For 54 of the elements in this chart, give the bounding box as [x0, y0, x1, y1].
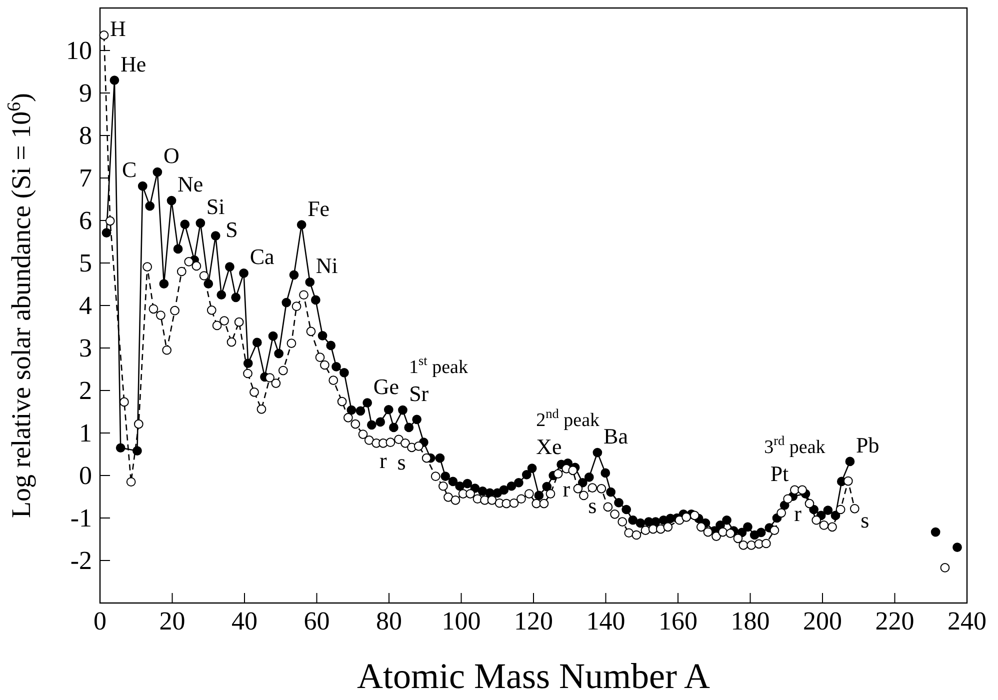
annotation: Pt [770, 460, 789, 486]
annotation: r [380, 448, 388, 474]
annotation: Ni [316, 253, 338, 278]
x-tick-label: 60 [304, 606, 330, 636]
x-tick-label: 120 [514, 606, 553, 636]
point [940, 563, 950, 572]
annotation: Pb [856, 432, 880, 458]
x-axis-title: Atomic Mass Number A [357, 656, 710, 696]
annotation: Ba [604, 424, 628, 449]
y-tick-label: 10 [66, 36, 92, 65]
annotation: Xe [536, 434, 562, 460]
x-tick-label: 40 [232, 606, 258, 636]
x-tick-label: 240 [948, 606, 986, 636]
y-tick-label: 5 [79, 248, 92, 278]
y-tick-label: 1 [79, 418, 92, 448]
point [952, 542, 962, 552]
y-tick-label: 9 [79, 78, 92, 108]
y-tick-label: 3 [79, 333, 92, 362]
annotation: 3$^{rd}$ peak [764, 432, 826, 458]
annotation: 2$^{nd}$ peak [536, 406, 600, 432]
point [930, 527, 940, 537]
annotation: 1$^{st}$ peak [408, 352, 468, 378]
y-tick-label: 4 [79, 290, 92, 320]
y-tick-label: 6 [79, 206, 92, 235]
y-tick-label: 0 [79, 460, 92, 490]
x-tick-label: 140 [586, 606, 626, 636]
annotation: Ge [373, 374, 399, 399]
x-tick-label: 20 [159, 606, 186, 636]
y-tick-label: 2 [79, 376, 92, 405]
annotation: s [397, 449, 406, 474]
x-tick-label: 80 [376, 606, 402, 636]
y-tick-label: -2 [70, 546, 92, 575]
y-tick-label: 7 [79, 163, 92, 192]
annotation: Ca [250, 244, 275, 270]
annotation: Ne [178, 172, 204, 197]
y-tick-label: -1 [70, 503, 92, 532]
annotation: s [588, 492, 597, 518]
x-tick-label: 200 [803, 606, 842, 636]
annotation: r [562, 476, 571, 502]
annotation: Si [206, 194, 225, 220]
y-tick-label: 8 [79, 120, 92, 150]
annotation: r [794, 500, 802, 526]
annotation: He [120, 51, 146, 76]
x-tick-label: 180 [730, 606, 770, 636]
annotation: O [163, 143, 180, 168]
annotation: S [226, 216, 238, 242]
x-tick-label: 220 [875, 606, 914, 636]
annotation: H [110, 16, 126, 42]
annotation: s [860, 508, 870, 533]
x-tick-label: 100 [442, 606, 481, 636]
annotation: Fe [308, 196, 330, 221]
annotation: Sr [409, 381, 430, 406]
annotation: C [122, 157, 137, 182]
x-tick-label: 160 [658, 606, 698, 636]
